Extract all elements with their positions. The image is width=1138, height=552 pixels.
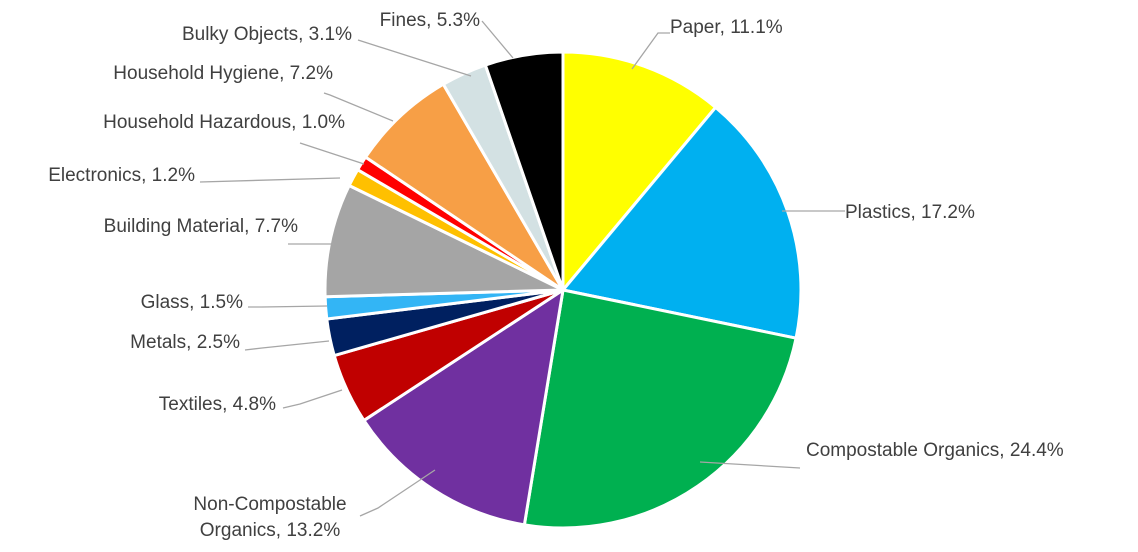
pie-slice-household-hygiene (364, 82, 565, 292)
leader-line-bulky-objects (357, 39, 472, 77)
leader-line-household-hazardous (299, 142, 365, 165)
data-label-metals: Metals, 2.5% (130, 332, 240, 353)
leader-line-paper (631, 32, 670, 70)
data-label-electronics: Electronics, 1.2% (48, 165, 195, 186)
data-label-building-material: Building Material, 7.7% (104, 216, 298, 237)
leader-line-household-hygiene (323, 92, 394, 122)
leader-line-compostable-organics (699, 461, 801, 469)
data-labels: Paper, 11.1% Plastics, 17.2% Compostable O… (48, 10, 1064, 541)
data-label-glass: Glass, 1.5% (141, 292, 244, 313)
data-label-fines: Fines, 5.3% (380, 10, 480, 31)
leader-line-metals (244, 340, 330, 351)
leader-line-non-compostable-organics (359, 469, 436, 517)
data-label-paper: Paper, 11.1% (670, 17, 783, 38)
pie-slice-paper (561, 50, 718, 292)
pie-slice-building-material (323, 183, 565, 299)
pie-slices (323, 50, 803, 530)
data-label-textiles: Textiles, 4.8% (159, 394, 276, 415)
data-label-plastics: Plastics, 17.2% (845, 202, 975, 223)
data-label-bulky-objects: Bulky Objects, 3.1% (182, 24, 352, 45)
leader-lines (199, 20, 845, 517)
data-label-non-compostable-organics: Non-Compostable Organics, 13.2% (193, 494, 346, 541)
pie-slice-non-compostable-organics (362, 288, 565, 527)
data-label-household-hygiene: Household Hygiene, 7.2% (113, 63, 333, 84)
pie-slice-compostable-organics (522, 288, 798, 530)
leader-line-glass (248, 305, 328, 308)
leader-line-fines (481, 20, 514, 59)
leader-line-electronics (199, 177, 341, 183)
data-label-compostable-organics: Compostable Organics, 24.4% (806, 440, 1064, 461)
pie-slice-fines (483, 50, 565, 292)
data-label-household-hazardous: Household Hazardous, 1.0% (103, 112, 345, 133)
leader-line-textiles (282, 389, 343, 409)
